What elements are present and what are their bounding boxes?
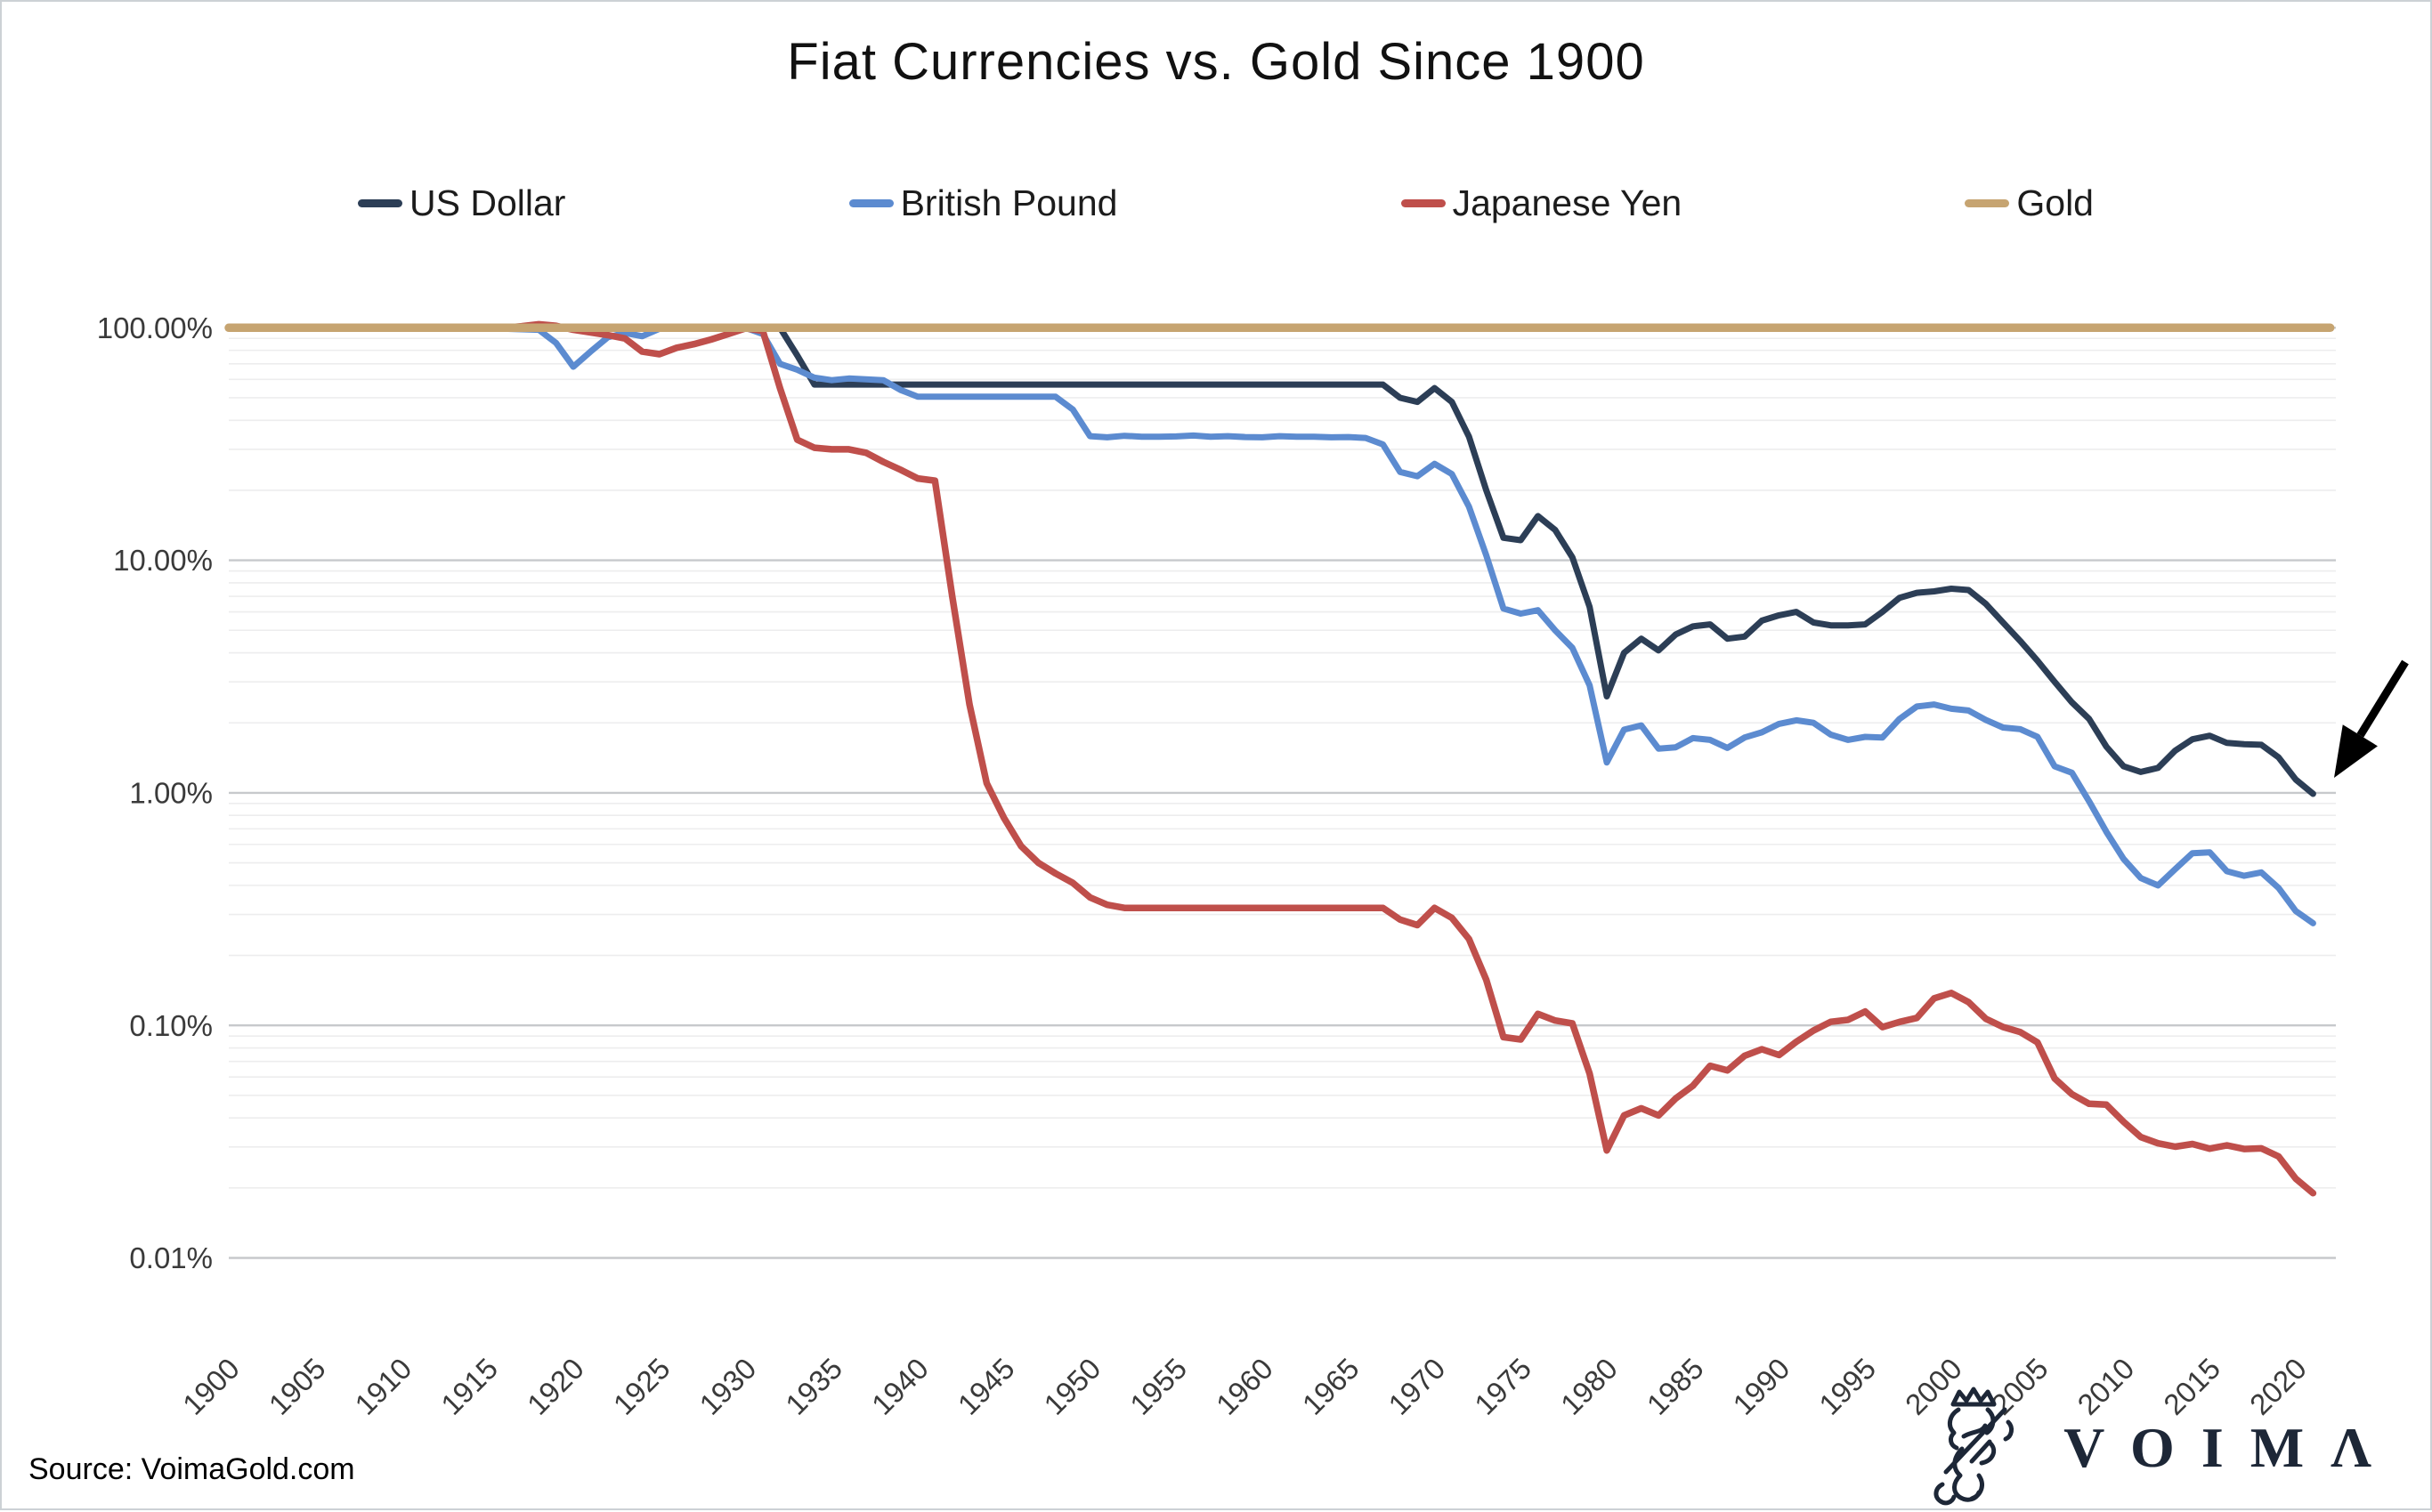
arrow-shaft [2356,659,2409,738]
legend-item-japanese-yen: Japanese Yen [1400,182,1682,224]
arrow-head-icon [2334,724,2378,778]
series-line-japanese-yen [225,320,2317,1197]
legend-dash-icon [1965,198,2010,207]
series-line-british-pound [225,324,2316,926]
x-tick-label: 1980 [1554,1352,1624,1421]
legend-label: Gold [2016,182,2094,223]
x-tick-label: 1930 [693,1352,762,1421]
x-tick-label: 1965 [1296,1352,1366,1421]
x-tick-label: 1950 [1037,1352,1107,1421]
legend-label: British Pound [900,182,1118,223]
legend-item-gold: Gold [1965,182,2094,224]
x-tick-label: 1910 [348,1352,417,1421]
heraldic-lion-icon [1933,1387,2015,1506]
legend-item-us-dollar: US Dollar [358,182,565,224]
x-tick-label: 1935 [779,1352,848,1421]
x-tick-label: 1975 [1468,1352,1537,1421]
legend-item-british-pound: British Pound [848,182,1118,224]
y-tick-label: 10.00% [113,544,213,577]
x-tick-label: 1960 [1210,1352,1279,1421]
logo-wordmark: VOIMΛ [2063,1416,2398,1479]
source-text: Source: VoimaGold.com [28,1452,355,1486]
x-tick-label: 1945 [952,1352,1021,1421]
y-axis-labels: 100.00% 10.00% 1.00% 0.10% 0.01% [97,311,213,1274]
x-tick-label: 1985 [1641,1352,1710,1421]
legend: US Dollar British Pound Japanese Yen Gold [358,176,2094,230]
x-tick-label: 1995 [1812,1352,1882,1421]
y-tick-label: 100.00% [97,311,213,344]
y-tick-label: 1.00% [129,776,213,809]
x-tick-label: 1940 [865,1352,935,1421]
legend-dash-icon [848,198,894,207]
page-title: Fiat Currencies vs. Gold Since 1900 [787,33,1645,91]
x-tick-label: 1990 [1726,1352,1796,1421]
x-tick-label: 1925 [607,1352,677,1421]
legend-label: Japanese Yen [1452,182,1682,223]
legend-dash-icon [358,198,402,207]
x-tick-label: 1920 [521,1352,590,1421]
annotation-arrow [2334,659,2409,778]
y-tick-label: 0.10% [129,1009,213,1042]
x-tick-label: 1915 [434,1352,504,1421]
x-tick-label: 1900 [176,1352,246,1421]
legend-label: US Dollar [409,182,566,223]
x-tick-label: 1970 [1382,1352,1451,1421]
y-tick-label: 0.01% [129,1241,213,1274]
voima-logo: VOIMΛ [1923,1387,2398,1509]
gridlines [229,327,2336,1259]
x-tick-label: 1905 [263,1352,332,1421]
legend-dash-icon [1400,198,1446,207]
x-tick-label: 1955 [1123,1352,1193,1421]
